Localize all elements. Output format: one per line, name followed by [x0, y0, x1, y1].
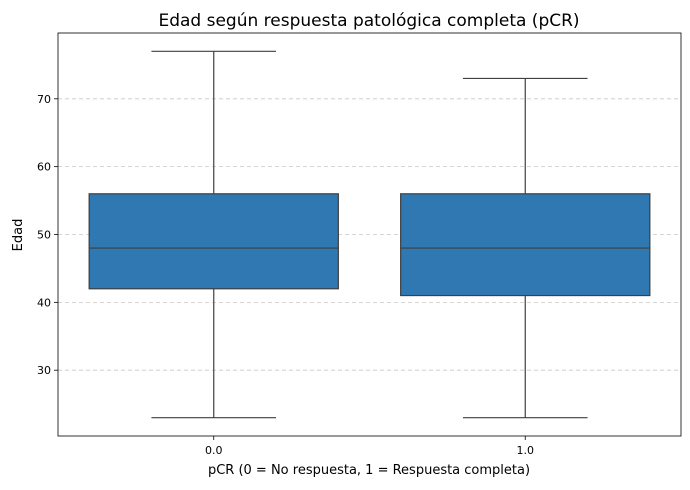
y-tick-label-60: 60 — [37, 161, 51, 174]
y-axis: 30 40 50 60 70 — [37, 93, 58, 377]
x-tick-label-1: 1.0 — [517, 444, 535, 457]
y-axis-label: Edad — [11, 219, 26, 252]
iqr-box — [400, 193, 651, 297]
y-tick-label-40: 40 — [37, 296, 51, 309]
y-tick-label-30: 30 — [37, 364, 51, 377]
box-group-1 — [400, 77, 651, 419]
x-axis-label: pCR (0 = No respuesta, 1 = Respuesta com… — [208, 463, 530, 478]
y-tick-label-50: 50 — [37, 229, 51, 242]
x-tick-label-0: 0.0 — [205, 444, 223, 457]
box-plots — [88, 50, 651, 419]
y-tick-label-70: 70 — [37, 93, 51, 106]
iqr-box — [88, 193, 339, 290]
x-axis: 0.0 1.0 — [205, 436, 534, 457]
chart-title: Edad según respuesta patológica completa… — [158, 11, 579, 31]
box-group-0 — [88, 50, 339, 419]
